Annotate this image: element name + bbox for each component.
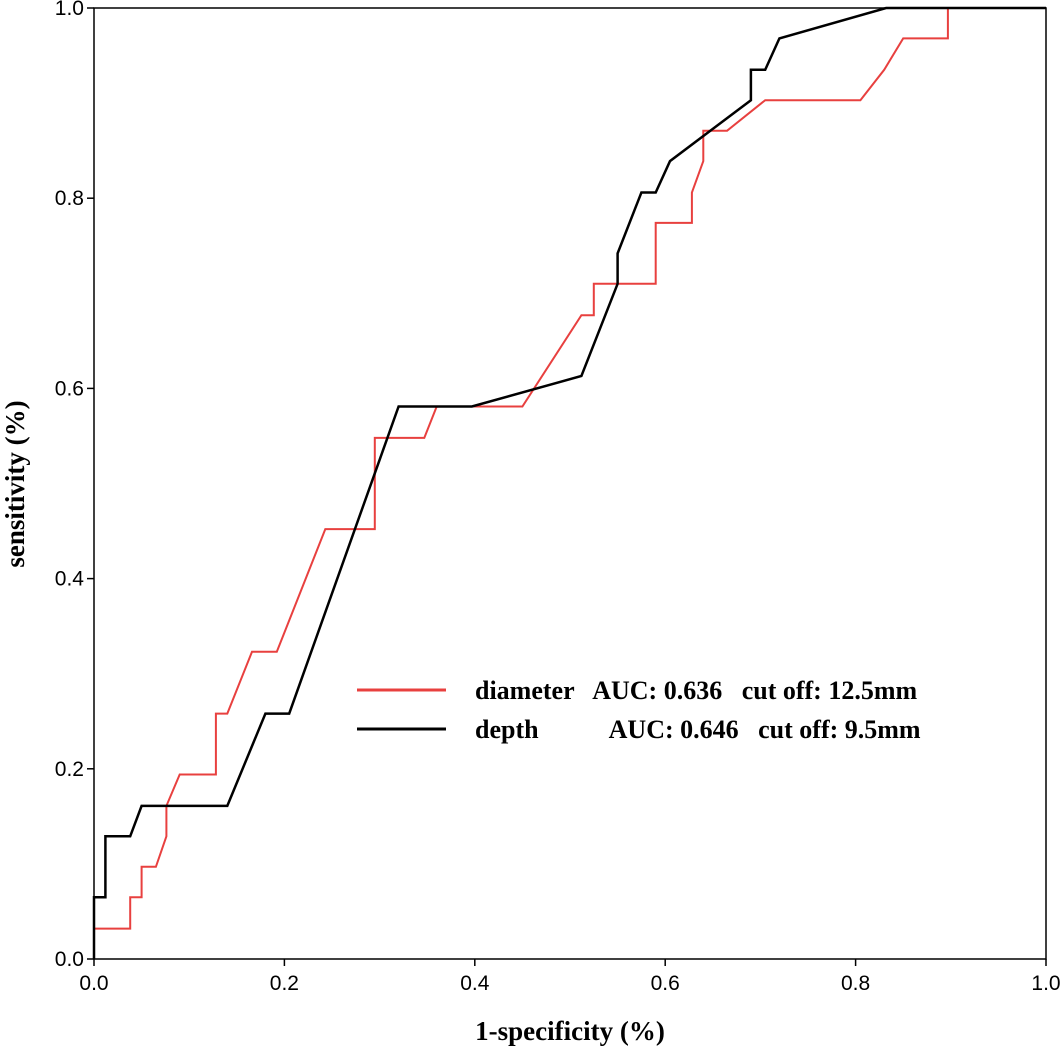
series-line-depth [92,6,1046,959]
y-tick-label: 0.8 [55,187,84,210]
x-tick-label: 1.0 [1031,972,1060,995]
x-axis: 0.0 0.2 0.4 0.6 0.8 1.0 [79,959,1061,995]
legend-label-depth: depth AUC: 0.646 cut off: 9.5mm [475,715,921,744]
x-tick-label: 0.4 [460,972,490,995]
y-tick-label: 1.0 [55,0,84,20]
x-tick-label: 0.6 [651,972,680,995]
y-tick-label: 0.6 [55,377,84,400]
legend-label-diameter: diameter AUC: 0.636 cut off: 12.5mm [475,676,917,705]
y-axis-title: sensitivity (%) [0,400,30,567]
series-layer [92,6,1046,959]
plot-frame [93,7,1047,960]
x-axis-title: 1-specificity (%) [475,1016,665,1046]
y-tick-label: 0.2 [55,758,84,781]
x-tick-label: 0.0 [79,972,108,995]
legend: diameter AUC: 0.636 cut off: 12.5mm dept… [357,676,921,744]
y-axis: 0.0 0.2 0.4 0.6 0.8 1.0 [55,0,94,971]
x-tick-label: 0.8 [841,972,870,995]
x-tick-label: 0.2 [270,972,299,995]
y-tick-label: 0.0 [55,948,84,971]
y-tick-label: 0.4 [55,568,85,591]
series-line-diameter [93,7,1046,959]
